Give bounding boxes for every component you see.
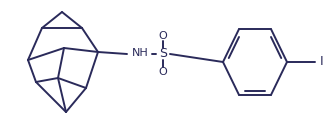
Text: S: S xyxy=(159,47,167,60)
Text: I: I xyxy=(320,55,324,68)
Text: O: O xyxy=(159,67,167,77)
Text: NH: NH xyxy=(132,49,148,59)
Text: O: O xyxy=(159,31,167,41)
